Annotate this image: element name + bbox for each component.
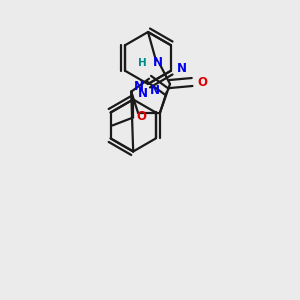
Text: N: N [176,61,187,74]
Text: N: N [153,56,163,69]
Text: O: O [136,110,146,123]
Text: N: N [138,87,148,100]
Text: N: N [134,80,144,93]
Text: N: N [150,84,160,97]
Text: H: H [138,58,146,68]
Text: O: O [197,76,207,88]
